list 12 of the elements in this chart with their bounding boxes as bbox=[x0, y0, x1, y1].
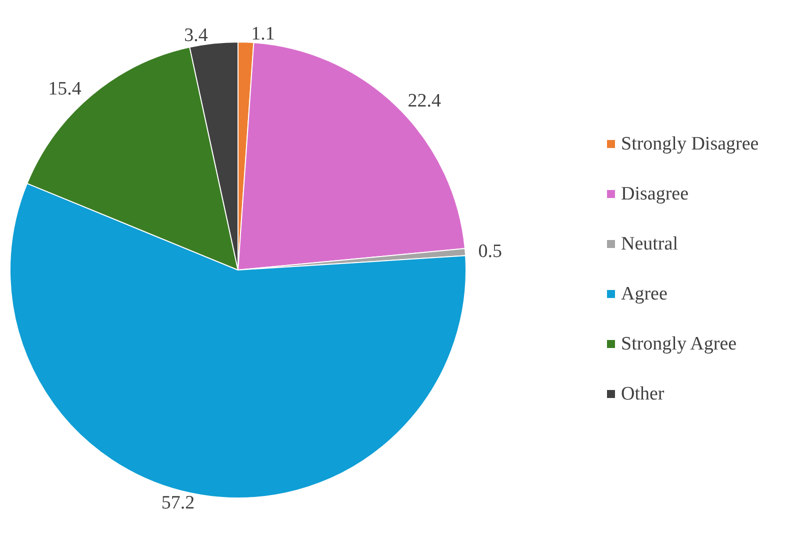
data-label: 57.2 bbox=[161, 492, 195, 514]
data-label: 0.5 bbox=[478, 240, 502, 262]
data-label: 1.1 bbox=[251, 24, 275, 45]
legend-label: Agree bbox=[621, 284, 668, 304]
legend-label: Neutral bbox=[621, 234, 678, 254]
data-label: 22.4 bbox=[408, 90, 442, 112]
legend-label: Strongly Agree bbox=[621, 334, 737, 354]
legend-label: Strongly Disagree bbox=[621, 134, 759, 154]
legend-label: Disagree bbox=[621, 184, 689, 204]
legend-label: Other bbox=[621, 384, 665, 404]
data-label: 3.4 bbox=[184, 24, 208, 46]
data-label: 15.4 bbox=[48, 78, 82, 100]
